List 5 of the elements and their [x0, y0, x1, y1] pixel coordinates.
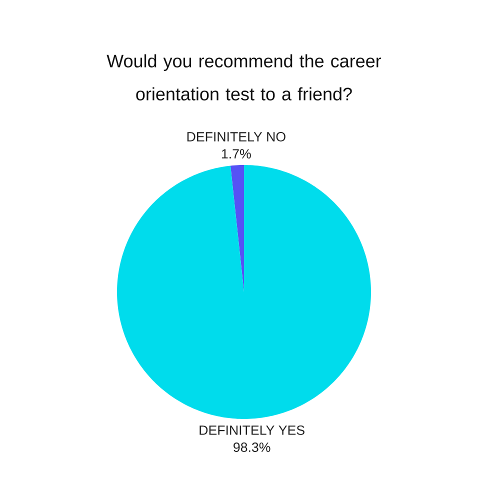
slice-label: DEFINITELY NO — [187, 132, 286, 142]
chart-title: Would you recommend the career orientation test to a friend? — [106, 54, 382, 100]
data-label: 98.3% — [234, 442, 270, 452]
slice-label: DEFINITELY YES — [200, 425, 304, 435]
data-label: 1.7% — [222, 149, 251, 158]
